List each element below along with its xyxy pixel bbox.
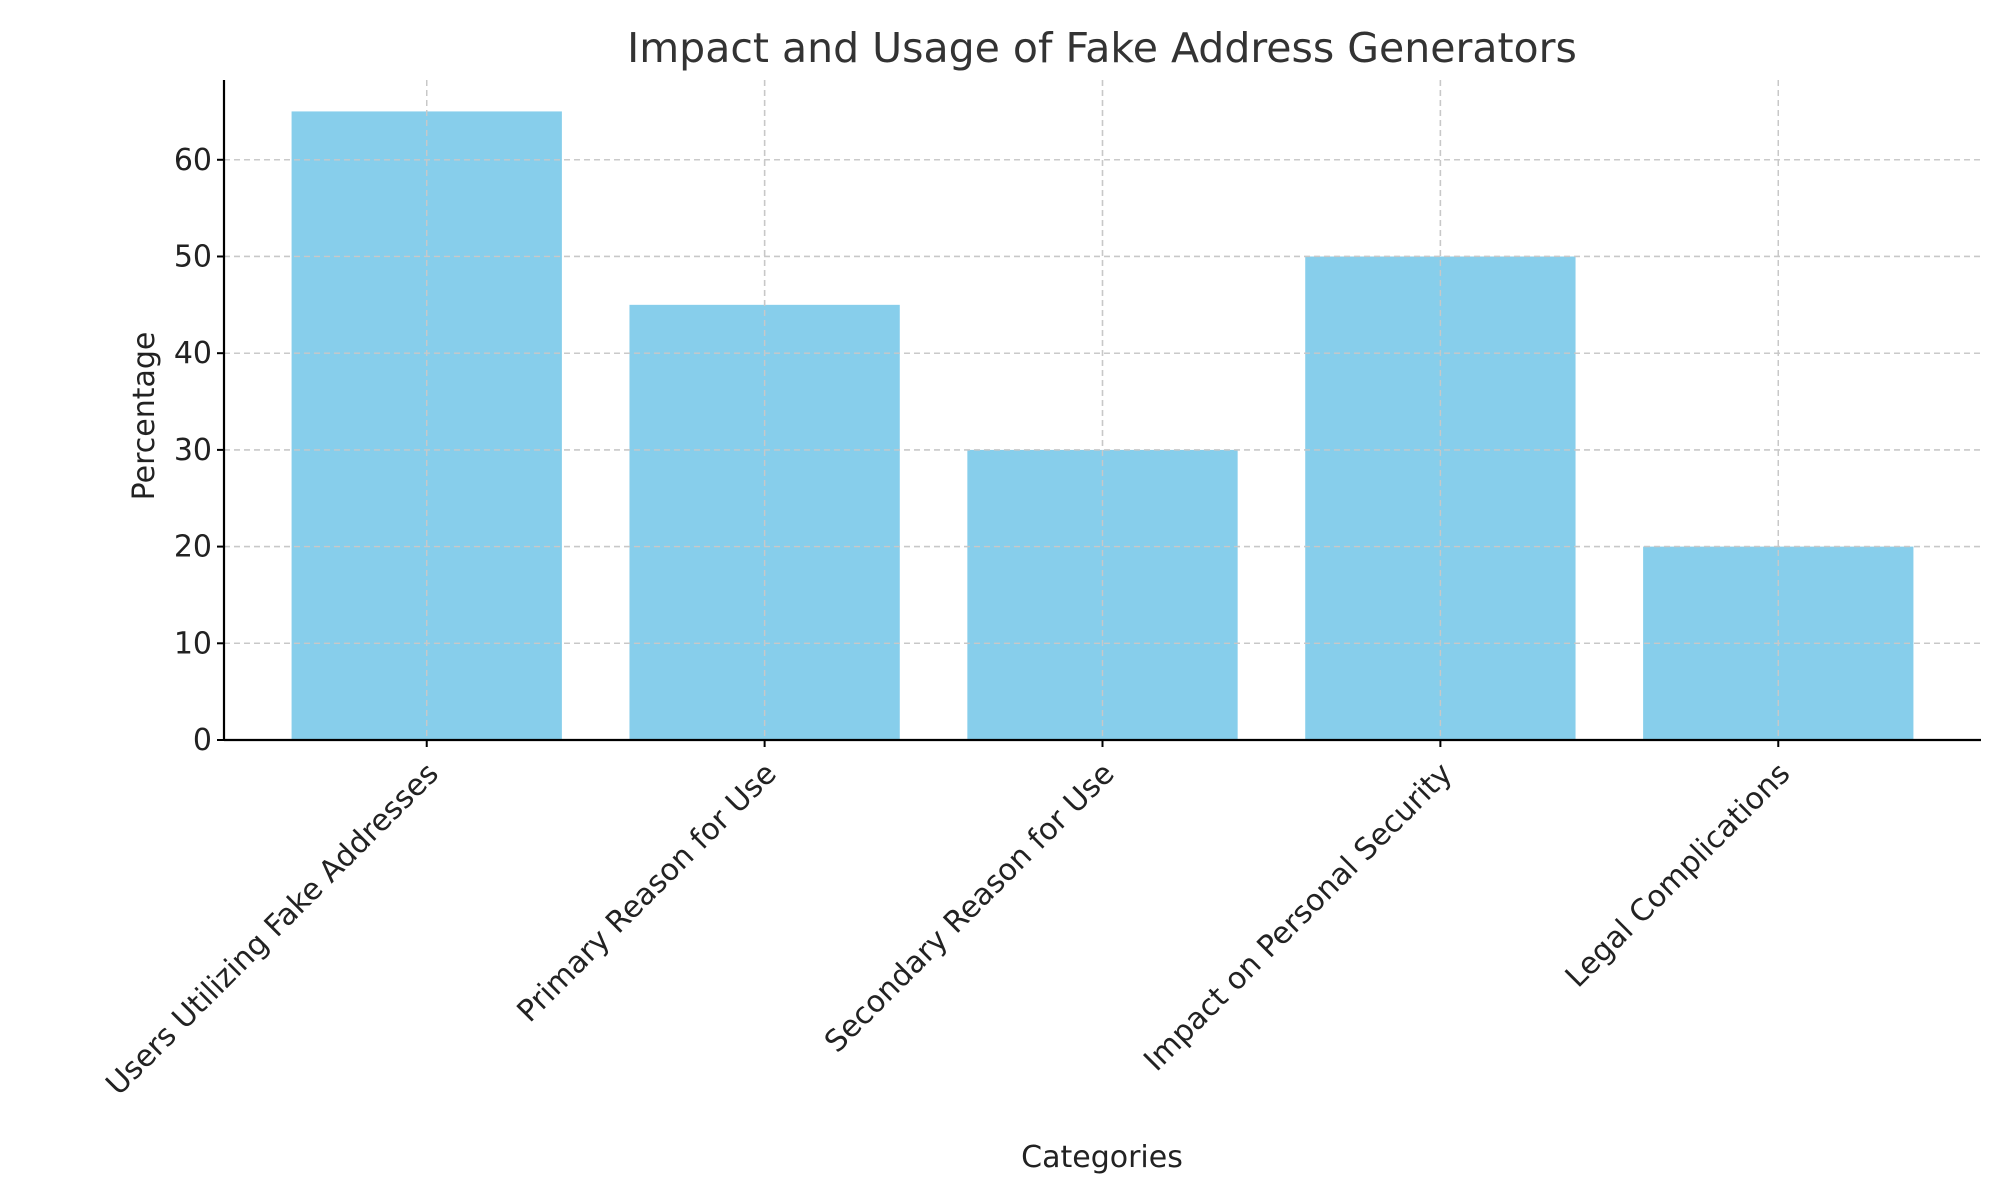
x-tick-label: Impact on Personal Security — [1137, 756, 1459, 1078]
y-tick-label: 60 — [174, 143, 212, 178]
x-tick-label: Secondary Reason for Use — [818, 756, 1121, 1059]
bar — [1305, 256, 1576, 740]
x-tick-label: Primary Reason for Use — [510, 756, 783, 1029]
x-axis-label: Categories — [1021, 1140, 1183, 1175]
y-tick-label: 20 — [174, 530, 212, 565]
y-tick-label: 50 — [174, 239, 212, 274]
y-axis-ticks: 0 10 20 30 40 50 60 — [174, 143, 224, 758]
x-axis-ticks: Users Utilizing Fake Addresses Primary Re… — [99, 740, 1797, 1102]
bars — [224, 80, 1981, 740]
chart-title: Impact and Usage of Fake Address Generat… — [627, 24, 1577, 72]
y-axis-label: Percentage — [127, 332, 162, 501]
y-tick-label: 30 — [174, 433, 212, 468]
x-tick-label: Legal Complications — [1559, 756, 1797, 994]
y-tick-label: 10 — [174, 626, 212, 661]
x-tick-label: Users Utilizing Fake Addresses — [99, 756, 445, 1102]
y-tick-label: 0 — [193, 723, 212, 758]
y-tick-label: 40 — [174, 336, 212, 371]
